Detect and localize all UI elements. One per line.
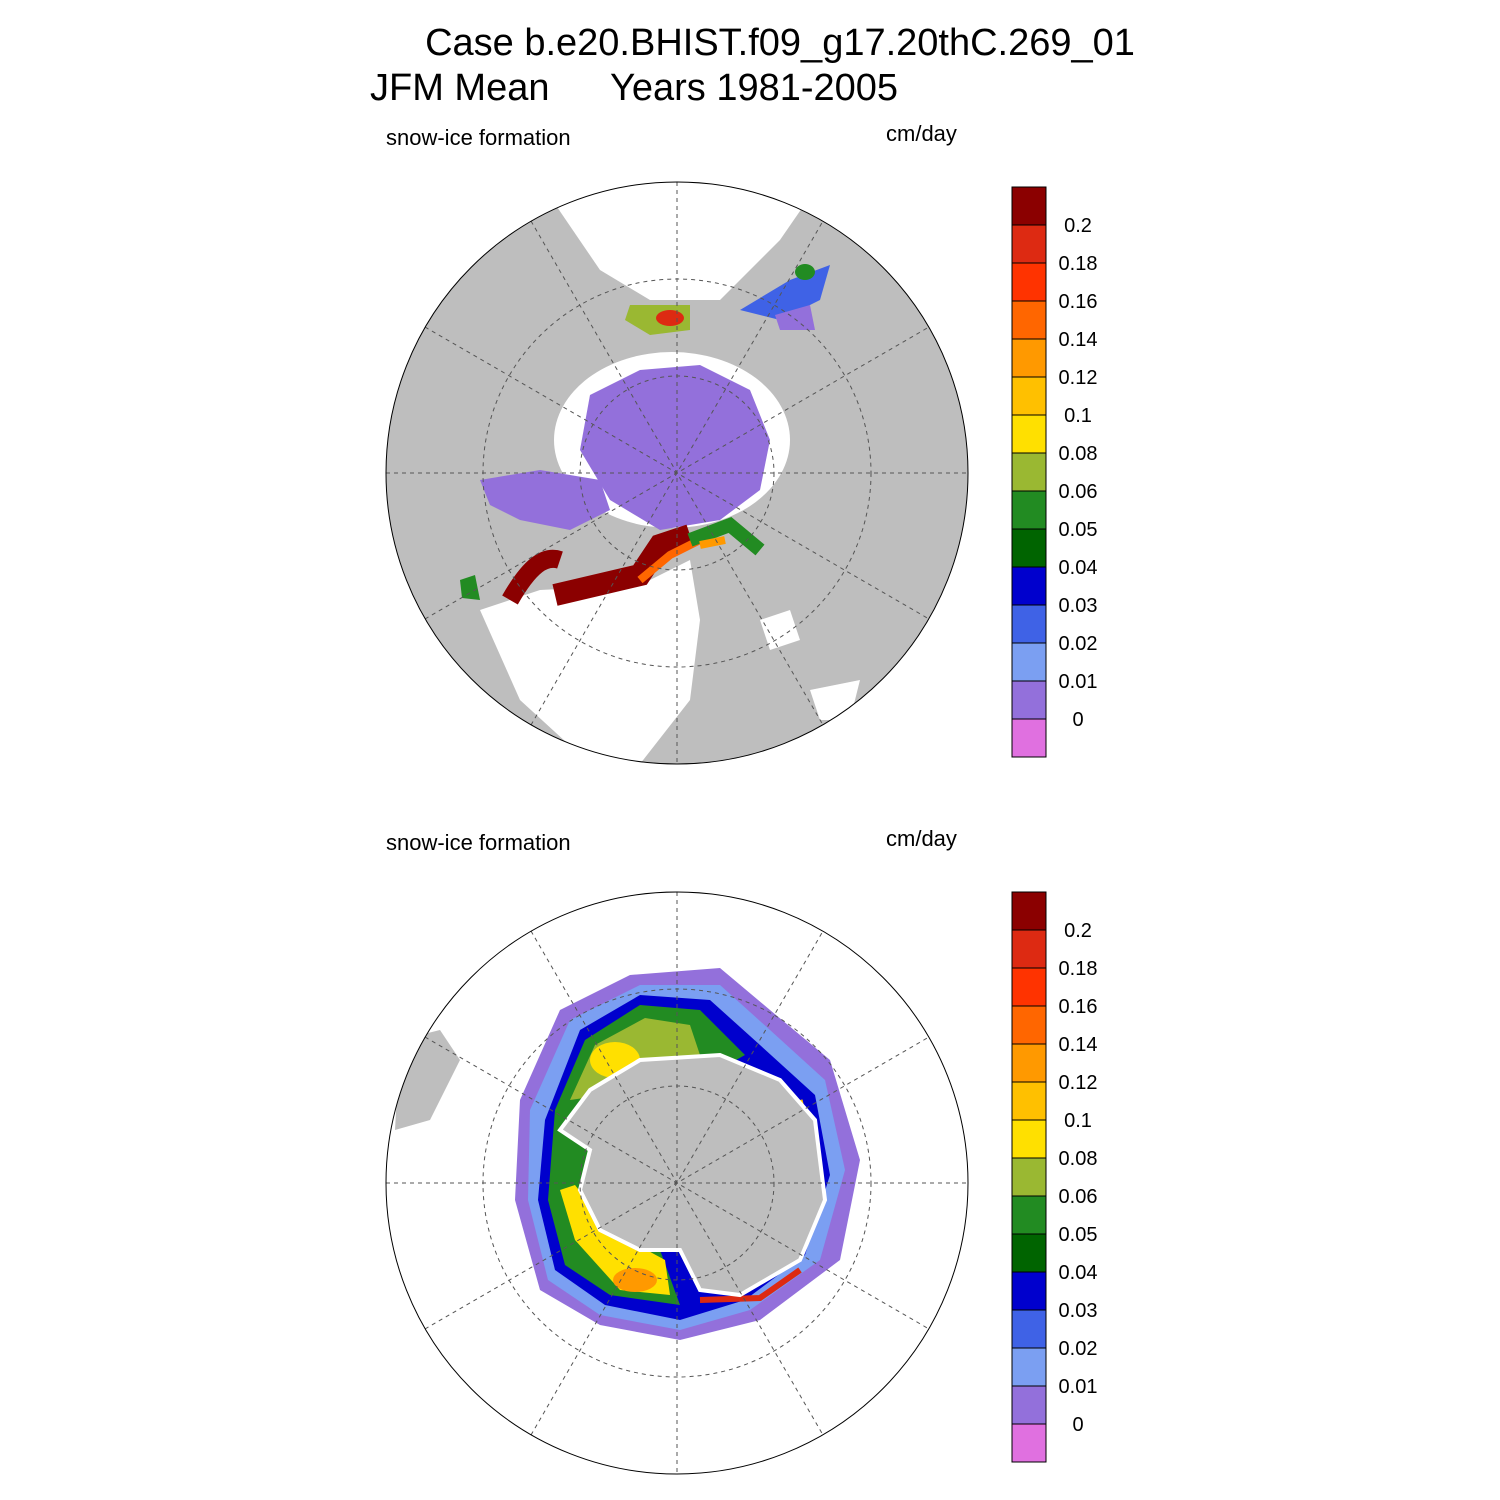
ocean	[760, 610, 860, 720]
sea-ice	[460, 575, 480, 600]
colorbar-box	[1011, 300, 1047, 340]
colorbar-box	[1011, 1309, 1047, 1349]
colorbar-label: 0	[1072, 1414, 1083, 1436]
colorbar-label: 0.06	[1059, 481, 1098, 503]
colorbar-box	[1011, 528, 1047, 568]
colorbar-box	[1011, 967, 1047, 1007]
colorbar-label: 0.08	[1059, 1148, 1098, 1170]
colorbar-label: 0.01	[1059, 671, 1098, 693]
colorbar-label: 0.2	[1064, 215, 1092, 237]
colorbar-label: 0.16	[1059, 291, 1098, 313]
colorbar-box	[1011, 718, 1047, 758]
colorbar-box	[1011, 1157, 1047, 1197]
colorbar-box	[1011, 490, 1047, 530]
sea-ice	[580, 365, 770, 530]
colorbar-label: 0.14	[1059, 1034, 1098, 1056]
variable-label: snow-ice formation	[386, 830, 571, 855]
colorbar-box	[1011, 1081, 1047, 1121]
colorbar-box	[1011, 414, 1047, 454]
sea-ice	[687, 517, 765, 556]
map-border	[385, 181, 969, 765]
longitude-line	[386, 892, 968, 1474]
sea-ice	[795, 264, 815, 280]
colorbar-box	[1011, 680, 1047, 720]
colorbar-box	[1011, 1005, 1047, 1045]
sea-ice	[552, 524, 694, 606]
years: Years 1981-2005	[610, 67, 898, 109]
colorbar-box	[1011, 1119, 1047, 1159]
colorbar-label: 0.14	[1059, 329, 1098, 351]
colorbar-box	[1011, 1195, 1047, 1235]
units-label: cm/day	[886, 826, 957, 851]
variable-label: snow-ice formation	[386, 125, 571, 150]
colorbar-box	[1011, 376, 1047, 416]
colorbar-label: 0.05	[1059, 1224, 1098, 1246]
map-border	[385, 891, 969, 1475]
colorbar-box	[1011, 1385, 1047, 1425]
colorbar-label: 0.01	[1059, 1376, 1098, 1398]
sea-ice	[775, 305, 815, 330]
colorbar-label: 0.2	[1064, 920, 1092, 942]
colorbar-label: 0.02	[1059, 633, 1098, 655]
colorbar-box	[1011, 929, 1047, 969]
colorbar-label: 0.16	[1059, 996, 1098, 1018]
colorbar-label: 0.06	[1059, 1186, 1098, 1208]
colorbar-label: 0	[1072, 709, 1083, 731]
colorbar-label: 0.02	[1059, 1338, 1098, 1360]
north-map	[386, 182, 968, 764]
colorbar-box	[1011, 891, 1047, 931]
colorbar-label: 0.03	[1059, 595, 1098, 617]
colorbar-box	[1011, 1423, 1047, 1463]
colorbar-box	[1011, 1347, 1047, 1387]
title: Case b.e20.BHIST.f09_g17.20thC.269_01	[425, 22, 1135, 64]
colorbar-box	[1011, 642, 1047, 682]
longitude-line	[386, 182, 968, 764]
colorbar-label: 0.05	[1059, 519, 1098, 541]
colorbar-label: 0.1	[1064, 1110, 1092, 1132]
antarctica	[557, 1052, 828, 1298]
colorbar-label: 0.04	[1059, 557, 1098, 579]
ocean	[480, 560, 700, 764]
colorbar-box	[1011, 1043, 1047, 1083]
colorbar-box	[1011, 452, 1047, 492]
colorbar-label: 0.18	[1059, 253, 1098, 275]
sea-ice	[699, 1267, 802, 1303]
colorbar-label: 0.12	[1059, 1072, 1098, 1094]
units-label: cm/day	[886, 121, 957, 146]
sea-ice	[480, 470, 610, 530]
period: JFM Mean	[370, 67, 549, 109]
colorbar-box	[1011, 604, 1047, 644]
colorbar-box	[1011, 1233, 1047, 1273]
colorbar-box	[1011, 566, 1047, 606]
sea-ice	[656, 310, 684, 326]
colorbar-box	[1011, 262, 1047, 302]
colorbar-label: 0.12	[1059, 367, 1098, 389]
colorbar-label: 0.04	[1059, 1262, 1098, 1284]
sea-ice	[613, 1268, 657, 1292]
colorbar-label: 0.08	[1059, 443, 1098, 465]
colorbar-label: 0.18	[1059, 958, 1098, 980]
sea-ice	[699, 536, 726, 549]
south-map	[386, 892, 968, 1474]
sea-ice	[560, 1185, 670, 1295]
colorbar-box	[1011, 1271, 1047, 1311]
colorbar-label: 0.03	[1059, 1300, 1098, 1322]
colorbar-box	[1011, 338, 1047, 378]
sea-ice	[637, 536, 702, 584]
colorbar-box	[1011, 186, 1047, 226]
colorbar-box	[1011, 224, 1047, 264]
sea-ice	[502, 549, 563, 605]
colorbar-label: 0.1	[1064, 405, 1092, 427]
ocean	[540, 182, 820, 300]
